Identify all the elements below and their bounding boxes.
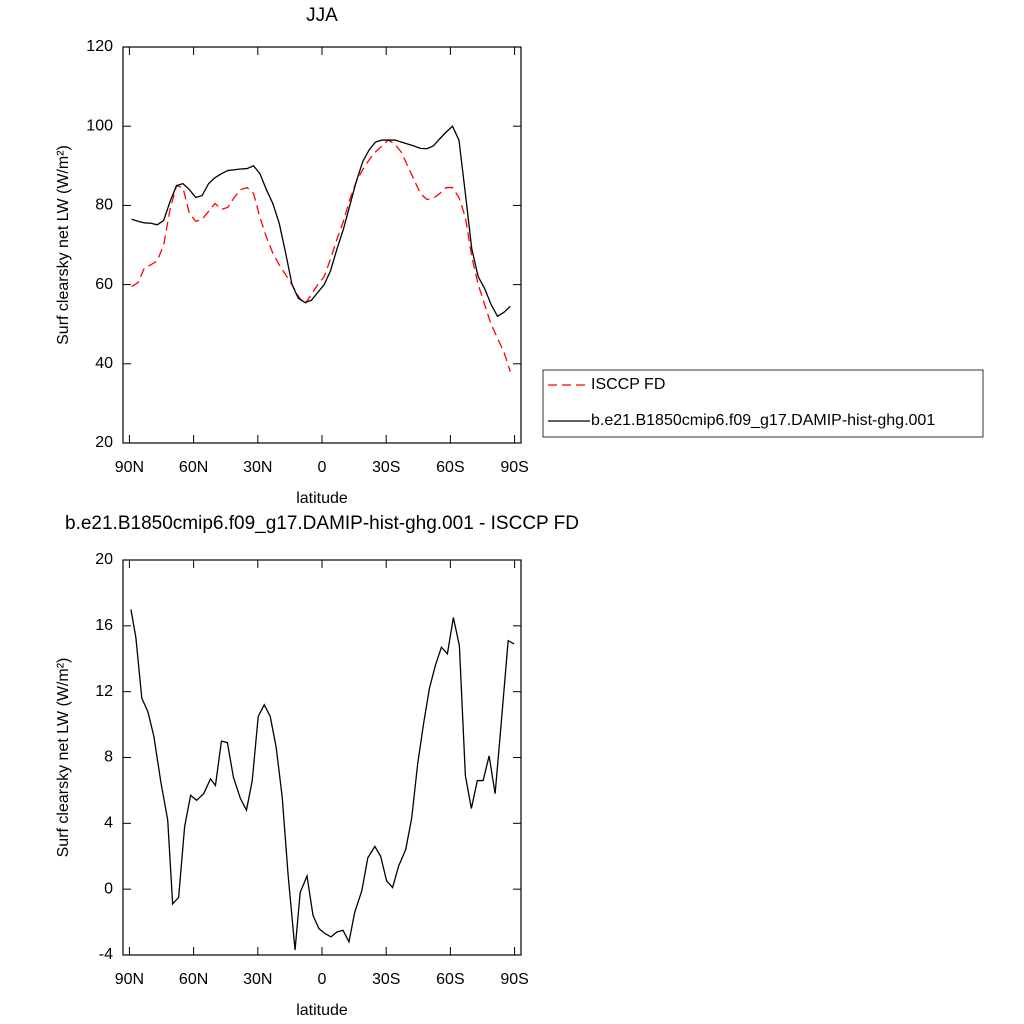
x-axis-label: latitude	[296, 490, 348, 507]
y-tick-label: 12	[95, 683, 113, 700]
y-axis-label: Surf clearsky net LW (W/m²)	[55, 145, 72, 345]
x-tick-label: 30S	[372, 971, 400, 988]
x-tick-label: 90S	[500, 971, 528, 988]
y-axis-label: Surf clearsky net LW (W/m²)	[55, 658, 72, 858]
y-tick-label: 0	[104, 880, 113, 897]
x-axis-label: latitude	[296, 1002, 348, 1019]
x-tick-label: 30S	[372, 459, 400, 476]
legend-box	[542, 369, 984, 438]
legend-label: b.e21.B1850cmip6.f09_g17.DAMIP-hist-ghg.…	[591, 412, 935, 429]
y-tick-label: 100	[86, 117, 113, 134]
x-tick-label: 90N	[115, 971, 144, 988]
y-tick-label: 60	[95, 276, 113, 293]
y-tick-label: 8	[104, 749, 113, 766]
x-tick-label: 60N	[179, 971, 208, 988]
data-line	[131, 139, 511, 372]
chart-title: JJA	[306, 5, 338, 26]
legend-label: ISCCP FD	[591, 376, 665, 393]
x-tick-label: 0	[318, 971, 327, 988]
y-tick-label: 40	[95, 355, 113, 372]
y-tick-label: 120	[86, 38, 113, 55]
x-tick-label: 90S	[500, 459, 528, 476]
x-tick-label: 0	[318, 459, 327, 476]
x-tick-label: 60S	[436, 459, 464, 476]
x-tick-label: 60N	[179, 459, 208, 476]
x-tick-label: 60S	[436, 971, 464, 988]
plot-frame	[122, 46, 522, 444]
x-tick-label: 30N	[243, 459, 272, 476]
y-tick-label: 20	[95, 551, 113, 568]
y-tick-label: 20	[95, 434, 113, 451]
y-tick-label: 4	[104, 815, 113, 832]
data-line	[130, 609, 515, 951]
chart-title: b.e21.B1850cmip6.f09_g17.DAMIP-hist-ghg.…	[65, 513, 579, 534]
x-tick-label: 30N	[243, 971, 272, 988]
x-tick-label: 90N	[115, 459, 144, 476]
y-tick-label: 80	[95, 197, 113, 214]
y-tick-label: 16	[95, 617, 113, 634]
plot-frame	[122, 559, 522, 956]
y-tick-label: -4	[99, 946, 113, 963]
data-line	[131, 125, 511, 318]
